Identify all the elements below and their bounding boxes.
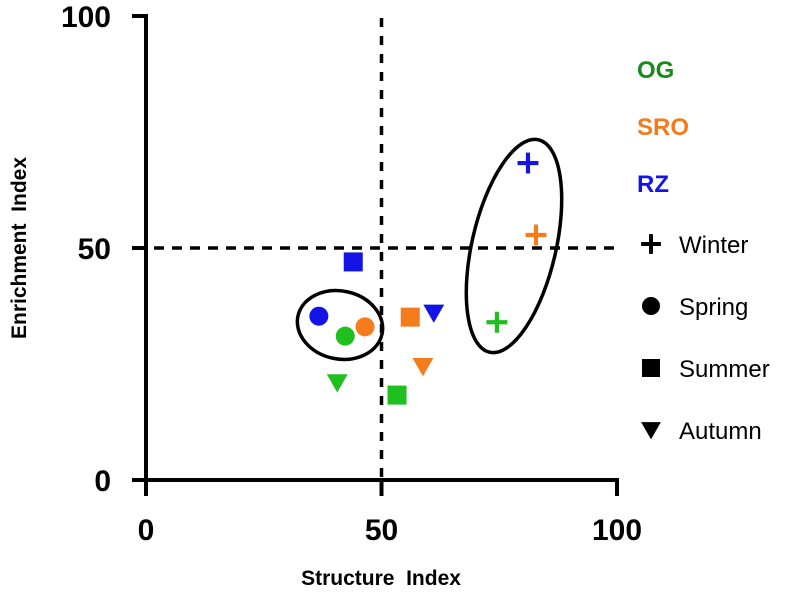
reference-lines [154, 18, 617, 480]
group-legend: OG SRO RZ [637, 57, 689, 198]
legend-marker-summer [642, 359, 660, 377]
point-og-summer [387, 385, 407, 405]
legend-group-sro: SRO [637, 114, 689, 141]
season-legend: Winter Spring Summer Autumn [641, 232, 770, 445]
point-sro-winter [525, 224, 547, 246]
y-tick-label: 50 [78, 233, 111, 266]
point-sro-autumn [412, 357, 434, 377]
spring-cluster-ellipse [295, 288, 385, 362]
legend-season-autumn: Autumn [679, 418, 762, 445]
point-rz-autumn [423, 304, 445, 323]
point-rz-winter [517, 152, 539, 174]
y-tick-label: 100 [61, 1, 111, 34]
legend-marker-spring [642, 297, 660, 315]
axes: 0 50 100 0 50 100 [61, 1, 642, 547]
x-tick-label: 0 [138, 514, 155, 547]
point-og-autumn [326, 374, 348, 393]
point-sro-summer [400, 307, 420, 327]
legend-season-spring: Spring [679, 294, 748, 321]
data-points [309, 152, 547, 405]
point-sro-spring [355, 317, 375, 337]
y-tick-label: 0 [94, 465, 111, 498]
legend-group-og: OG [637, 57, 674, 84]
legend-season-winter: Winter [679, 232, 748, 259]
x-tick-label: 50 [365, 514, 398, 547]
point-og-spring [335, 326, 355, 346]
winter-cluster-ellipse [464, 137, 564, 355]
y-axis-label: Enrichment Index [8, 157, 31, 339]
legend-season-summer: Summer [679, 356, 770, 383]
point-rz-spring [309, 306, 329, 326]
point-rz-summer [343, 252, 363, 272]
annotation-ellipses [295, 137, 564, 362]
x-tick-label: 100 [592, 514, 642, 547]
x-axis-label: Structure Index [301, 567, 461, 590]
legend-group-rz: RZ [637, 171, 669, 198]
legend-marker-autumn [641, 422, 661, 440]
point-og-winter [486, 311, 508, 333]
legend-marker-winter [641, 234, 661, 254]
